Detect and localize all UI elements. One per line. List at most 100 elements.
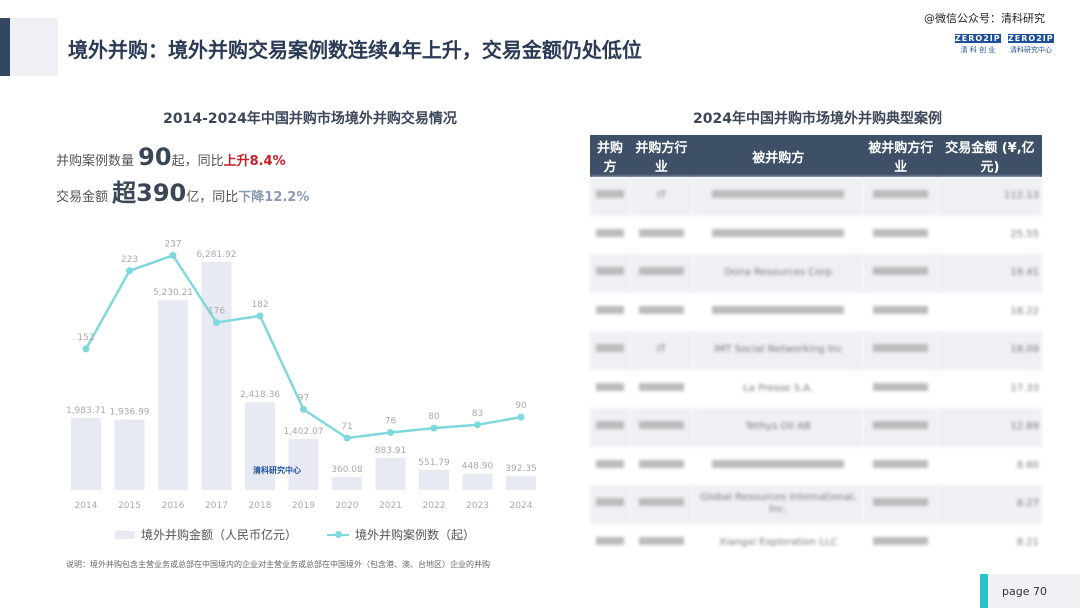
table-cell: Global Resources International, Inc. [692,485,864,524]
table-cell [630,293,693,332]
table-cell [863,408,938,447]
line-point [82,345,90,353]
title-accent-bar [0,18,10,76]
table-cell: 112.13 [937,177,1042,216]
line-point [300,405,307,413]
title-accent-box [10,18,58,76]
line-point [517,413,525,421]
table-cell [590,447,630,486]
table-cell: 8.27 [937,485,1042,524]
table-cell [630,216,693,255]
page-number: page 70 [1002,585,1047,598]
line-label: 152 [77,333,94,343]
bar-label: 448.90 [462,462,494,472]
page-title: 境外并购：境外并购交易案例数连续4年上升，交易金额仍处低位 [68,38,642,62]
bar [114,419,145,490]
table-cell: IT [629,177,693,216]
bar [201,261,232,490]
table-cell [863,524,937,563]
table-cell: Xiangxi Exploration LLC [718,536,838,548]
bar [419,469,449,490]
table-cell [590,331,630,370]
line-point [213,319,220,326]
legend-item-count: 境外并购案例数（起） [327,526,475,543]
bar [288,439,319,490]
table-cell [863,177,938,216]
table-title: 2024年中国并购市场境外并购典型案例 [693,111,942,127]
x-tick-label: 2020 [336,501,359,511]
x-tick-label: 2019 [292,501,315,511]
legend-item-amount: 境外并购金额（人民币亿元） [115,526,297,543]
x-tick-label: 2023 [466,501,489,511]
kpi-deal-amount: 交易金额 超390亿，同比下降12.2% [56,179,310,207]
table-cell [629,485,693,524]
table-header-row: 并购方 并购方行业 被并购方 被并购方行业 交易金额 (¥,亿元) [590,135,1042,177]
table-cell [590,524,630,563]
line-point [474,421,481,429]
line-label: 83 [472,409,483,419]
table-cell: 17.33 [1010,382,1039,394]
table-cell: La Presse S.A. [743,382,814,394]
bar-label: 883.91 [375,446,407,456]
line-label: 71 [341,422,352,432]
table-row: Global Resources International, Inc. 8.27 [590,485,1042,524]
line-label: 182 [251,300,268,310]
bar [506,475,536,490]
bar [375,457,406,490]
bar [245,402,275,490]
table-cell [863,370,937,409]
table-cell [590,485,630,524]
table-cell [629,254,693,293]
line-label: 176 [208,307,225,317]
table-row: Tethys Oil AB 12.89 [590,408,1042,447]
line-point [169,251,177,259]
x-tick-label: 2022 [423,501,446,511]
table-row: IT 112.13 [590,177,1042,216]
line-point [387,429,394,436]
bar-label: 1,402.07 [283,427,323,437]
cases-table: 并购方 并购方行业 被并购方 被并购方行业 交易金额 (¥,亿元) IT 112.13 25… [590,135,1042,562]
table-cell [630,447,693,486]
table-cell: Dona Resources Corp [692,254,864,293]
table-cell [692,177,864,216]
line-label: 223 [121,255,138,265]
table-row: 25.55 [590,216,1042,255]
x-tick-label: 2014 [75,501,98,511]
bar-label: 5,230.21 [153,288,193,298]
table-cell [630,370,693,409]
column-header: 并购方 [590,135,630,177]
column-header: 被并购方行业 [863,135,938,177]
kpi-case-count: 并购案例数量 90起，同比上升8.4% [56,143,286,171]
table-cell: 19.41 [937,254,1042,293]
line-label: 237 [164,239,181,249]
chart-watermark-logo: 清科研究中心 [253,465,301,475]
bar-label: 2,418.36 [240,390,280,400]
table-row: 8.60 [590,447,1042,486]
zero2ipo-research-logo: ZERO2IPO 清科研究中心 [1008,34,1062,54]
column-header: 交易金额 (¥,亿元) [937,135,1042,177]
table-cell [863,331,938,370]
column-header: 并购方行业 [629,135,693,177]
bar [71,417,101,490]
table-cell [590,216,630,255]
table-cell [863,293,937,332]
bar-label: 551.79 [418,458,450,468]
page-accent-bar [980,574,988,608]
table-cell: 18.09 [937,331,1042,370]
chart-note: 说明：境外并购包含主营业务或总部在中国境内的企业对主营业务或总部在中国境外（包含… [66,560,490,569]
line-label: 80 [428,412,440,422]
table-cell: Tethys Oil AB [692,408,864,447]
x-tick-label: 2016 [162,501,185,511]
table-cell [863,254,938,293]
chart-title: 2014-2024年中国并购市场境外并购交易情况 [163,111,457,127]
table-row: IT IMT Social Networking Inc 18.09 [590,331,1042,370]
column-header: 被并购方 [692,135,864,177]
x-tick-label: 2017 [205,501,228,511]
table-row: La Presse S.A. 17.33 [590,370,1042,409]
combo-chart: 1,983.71 2014 1,936.99 2015 5,230.21 2016 6,28… [66,239,537,511]
table-cell [590,254,630,293]
table-cell [590,370,630,409]
table-cell [590,177,630,216]
table-cell [863,216,937,255]
table-cell [590,408,630,447]
